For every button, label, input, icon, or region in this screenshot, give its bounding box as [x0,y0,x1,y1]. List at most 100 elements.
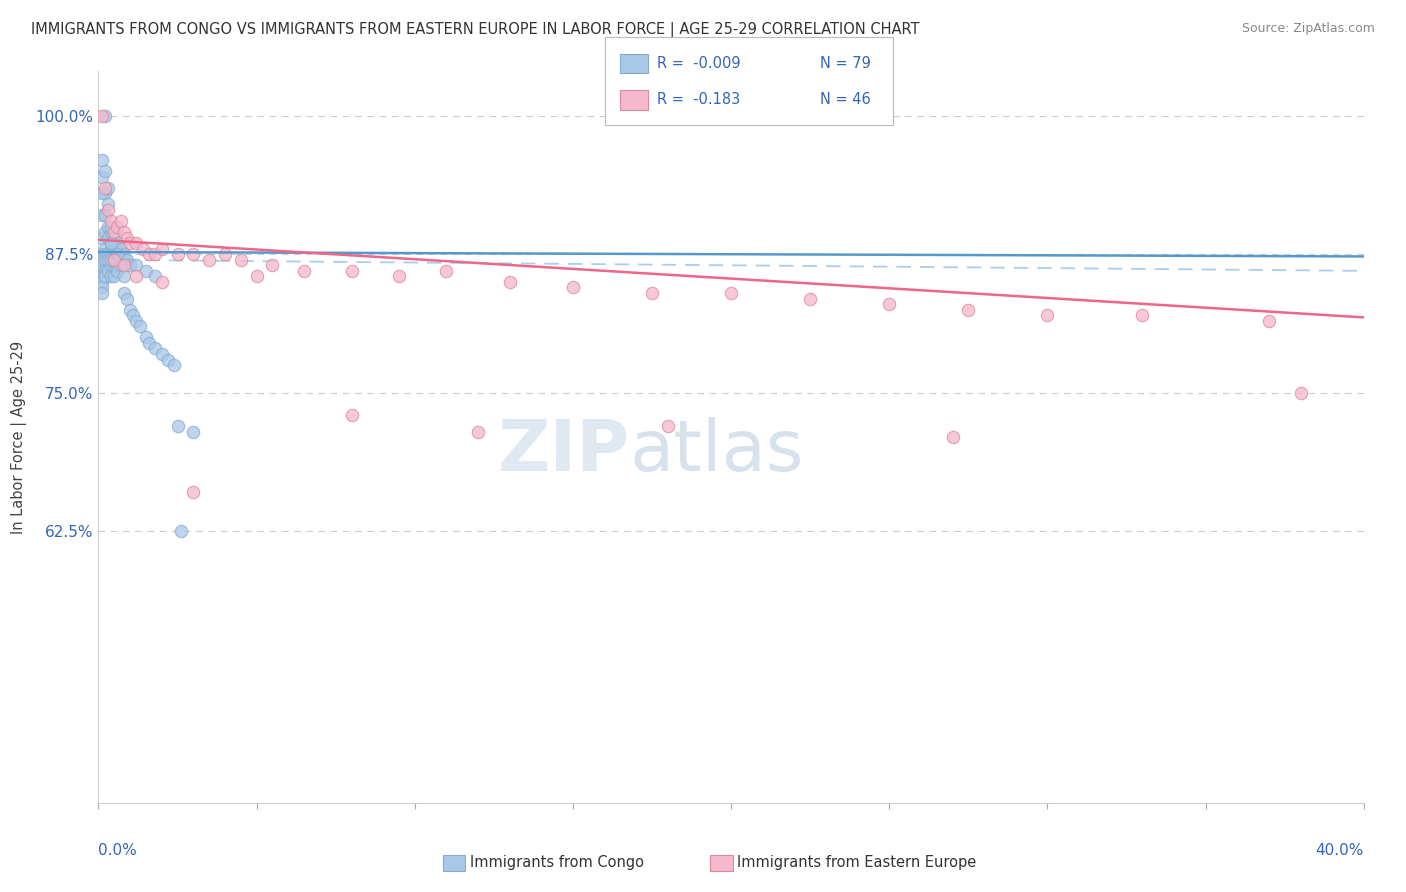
Point [110,252,132,267]
Text: ZIP: ZIP [498,417,630,486]
Point [183,247,205,261]
Point [93,264,117,278]
Point [125,314,148,328]
Point [93,180,117,194]
Point [93,109,117,123]
Point [145,269,166,284]
Point [100,269,122,284]
Point [90,269,112,284]
Point [107,258,129,272]
Point [135,264,157,278]
Point [229,252,252,267]
Point [100,214,122,228]
Point [97,247,120,261]
Text: 40.0%: 40.0% [1316,843,1364,858]
Point [340,408,363,422]
Point [657,419,679,434]
Point [1257,314,1279,328]
Point [115,230,138,244]
Point [436,264,458,278]
Point [145,342,166,356]
Point [103,252,125,267]
Text: 0.0%: 0.0% [98,843,138,858]
Point [262,258,284,272]
Point [93,269,117,284]
Point [90,275,112,289]
Point [97,219,120,234]
Point [163,358,186,372]
Point [957,302,980,317]
Point [93,209,117,223]
Point [90,109,112,123]
Point [93,186,117,201]
Point [246,269,269,284]
Point [125,236,148,251]
Point [90,186,112,201]
Point [100,252,122,267]
Point [122,308,145,322]
Text: R =  -0.183: R = -0.183 [657,93,740,107]
Point [120,302,141,317]
Point [93,252,117,267]
Text: atlas: atlas [630,417,804,486]
Text: IMMIGRANTS FROM CONGO VS IMMIGRANTS FROM EASTERN EUROPE IN LABOR FORCE | AGE 25-: IMMIGRANTS FROM CONGO VS IMMIGRANTS FROM… [31,22,920,38]
Point [100,247,122,261]
Point [107,247,129,261]
Point [103,225,125,239]
Point [214,247,236,261]
Point [112,258,135,272]
Point [107,219,129,234]
Text: N = 46: N = 46 [820,93,870,107]
Point [166,247,188,261]
Point [90,252,112,267]
Point [498,275,520,289]
Point [720,285,742,300]
Point [877,297,900,311]
Point [150,242,173,256]
Point [103,252,125,267]
Point [103,258,125,272]
Point [942,430,965,444]
Point [103,247,125,261]
Point [340,264,363,278]
Point [112,225,135,239]
Point [107,236,129,251]
Point [125,258,148,272]
Point [138,247,160,261]
Point [90,230,112,244]
Point [799,292,821,306]
Point [97,180,120,194]
Point [169,524,191,539]
Point [90,285,112,300]
Point [103,236,125,251]
Point [90,209,112,223]
Point [90,153,112,167]
Text: R =  -0.009: R = -0.009 [657,56,740,70]
Point [90,264,112,278]
Point [1036,308,1059,322]
Point [115,252,138,267]
Point [110,214,132,228]
Point [93,225,117,239]
Point [561,280,585,294]
Y-axis label: In Labor Force | Age 25-29: In Labor Force | Age 25-29 [11,341,27,533]
Point [97,197,120,211]
Point [93,164,117,178]
Point [138,335,160,350]
Point [198,252,221,267]
Point [641,285,664,300]
Point [100,225,122,239]
Point [157,352,180,367]
Point [97,230,120,244]
Point [120,258,141,272]
Point [292,264,315,278]
Point [90,280,112,294]
Point [183,425,205,439]
Text: Immigrants from Congo: Immigrants from Congo [470,855,644,870]
Point [128,319,150,334]
Point [145,247,166,261]
Text: Source: ZipAtlas.com: Source: ZipAtlas.com [1241,22,1375,36]
Point [183,485,205,500]
Point [107,247,129,261]
Point [100,236,122,251]
